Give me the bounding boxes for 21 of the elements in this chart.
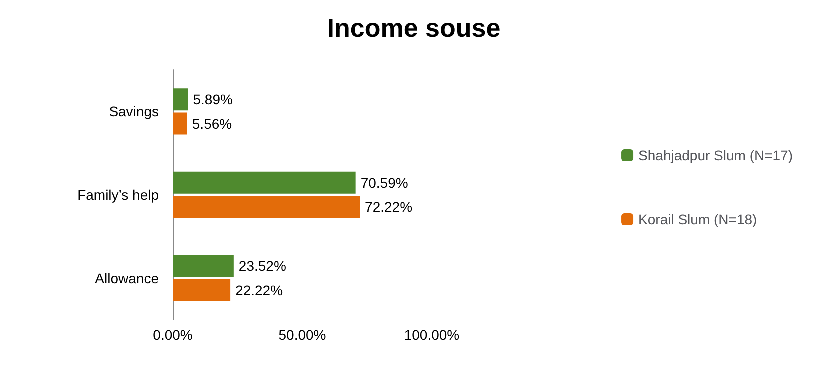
data-label: 72.22%: [365, 199, 413, 216]
bar: [173, 279, 231, 302]
data-label: 5.89%: [193, 92, 233, 108]
y-tick-label: Allowance: [95, 270, 160, 286]
chart-title: Income souse: [327, 13, 501, 43]
data-label: 23.52%: [238, 258, 286, 274]
legend-label: Korail Slum (N=18): [638, 212, 758, 228]
data-label: 5.56%: [192, 116, 232, 132]
bar: [173, 196, 360, 218]
x-tick-label: 50.00%: [278, 327, 326, 343]
bar: [173, 88, 188, 111]
bar: [173, 172, 356, 194]
y-tick-label: Family’s help: [78, 187, 160, 203]
data-label: 22.22%: [236, 282, 284, 298]
legend-label: Shahjadpur Slum (N=17): [638, 148, 794, 164]
y-tick-label: Savings: [109, 104, 159, 120]
bar: [173, 255, 234, 278]
bar: [173, 112, 188, 135]
data-label: 70.59%: [360, 174, 408, 191]
x-tick-label: 0.00%: [153, 327, 193, 343]
x-tick-label: 100.00%: [404, 327, 460, 343]
